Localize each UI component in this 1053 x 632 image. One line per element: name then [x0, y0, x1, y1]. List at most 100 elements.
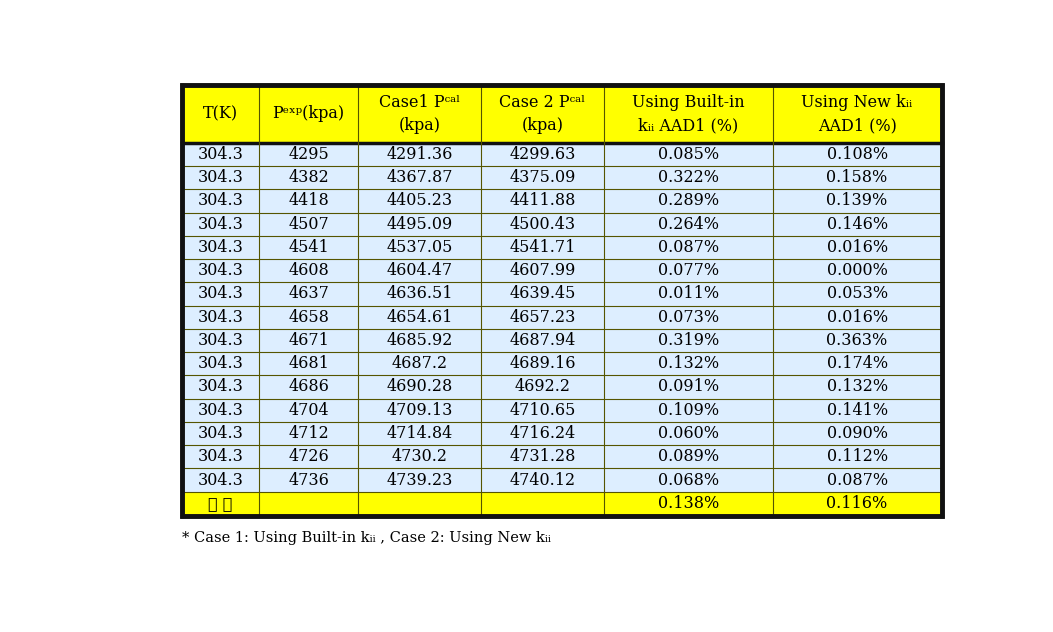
Text: 4654.61: 4654.61	[386, 309, 453, 325]
Text: 4537.05: 4537.05	[386, 239, 453, 256]
Bar	[182, 445, 941, 468]
Text: 0.085%: 0.085%	[658, 146, 719, 163]
Text: 304.3: 304.3	[197, 286, 243, 303]
Bar	[182, 375, 941, 399]
Text: 4375.09: 4375.09	[510, 169, 576, 186]
Text: 0.077%: 0.077%	[658, 262, 719, 279]
Text: Using Built-in
kᵢᵢ AAD1 (%): Using Built-in kᵢᵢ AAD1 (%)	[632, 94, 744, 134]
Text: 4636.51: 4636.51	[386, 286, 453, 303]
Text: 0.139%: 0.139%	[827, 193, 888, 209]
Text: * Case 1: Using Built-in kᵢᵢ , Case 2: Using New kᵢᵢ: * Case 1: Using Built-in kᵢᵢ , Case 2: U…	[182, 531, 551, 545]
Text: 4685.92: 4685.92	[386, 332, 453, 349]
Text: 4692.2: 4692.2	[515, 379, 571, 396]
Text: 0.000%: 0.000%	[827, 262, 888, 279]
Text: 4714.84: 4714.84	[386, 425, 453, 442]
Text: 4411.88: 4411.88	[510, 193, 576, 209]
Text: 0.016%: 0.016%	[827, 239, 888, 256]
Text: 4608: 4608	[289, 262, 329, 279]
Bar	[182, 190, 941, 212]
Text: 4687.2: 4687.2	[392, 355, 448, 372]
Bar	[182, 329, 941, 352]
Text: 0.322%: 0.322%	[658, 169, 719, 186]
Text: 0.090%: 0.090%	[827, 425, 888, 442]
Text: 4687.94: 4687.94	[510, 332, 576, 349]
Bar	[182, 352, 941, 375]
Bar	[182, 283, 941, 306]
Text: 0.011%: 0.011%	[658, 286, 719, 303]
Text: 0.174%: 0.174%	[827, 355, 888, 372]
Text: 304.3: 304.3	[197, 471, 243, 489]
Text: 4686: 4686	[289, 379, 329, 396]
Text: 평 균: 평 균	[208, 495, 233, 513]
Text: 4382: 4382	[289, 169, 329, 186]
Text: 304.3: 304.3	[197, 402, 243, 419]
Bar	[182, 85, 941, 516]
Text: 304.3: 304.3	[197, 146, 243, 163]
Text: 0.138%: 0.138%	[658, 495, 719, 513]
Text: 0.108%: 0.108%	[827, 146, 888, 163]
Text: 4658: 4658	[289, 309, 329, 325]
Text: 0.112%: 0.112%	[827, 448, 888, 465]
Text: 4710.65: 4710.65	[510, 402, 576, 419]
Text: 0.132%: 0.132%	[827, 379, 888, 396]
Text: 0.158%: 0.158%	[827, 169, 888, 186]
Text: 4607.99: 4607.99	[510, 262, 576, 279]
Text: 4500.43: 4500.43	[510, 216, 576, 233]
Bar	[182, 399, 941, 422]
Bar	[182, 259, 941, 283]
Text: 4495.09: 4495.09	[386, 216, 453, 233]
Text: 0.109%: 0.109%	[658, 402, 719, 419]
Text: 4604.47: 4604.47	[386, 262, 453, 279]
Text: 0.091%: 0.091%	[658, 379, 719, 396]
Text: 0.289%: 0.289%	[658, 193, 719, 209]
Text: 304.3: 304.3	[197, 332, 243, 349]
Text: 4716.24: 4716.24	[510, 425, 576, 442]
Text: 304.3: 304.3	[197, 309, 243, 325]
Bar	[182, 166, 941, 190]
Text: 0.016%: 0.016%	[827, 309, 888, 325]
Text: 0.068%: 0.068%	[658, 471, 719, 489]
Text: T(K): T(K)	[203, 106, 238, 123]
Text: 4299.63: 4299.63	[510, 146, 576, 163]
Text: 0.146%: 0.146%	[827, 216, 888, 233]
Text: 4740.12: 4740.12	[510, 471, 576, 489]
Text: Pᵉˣᵖ(kpa): Pᵉˣᵖ(kpa)	[273, 106, 344, 123]
Text: 4671: 4671	[289, 332, 329, 349]
Text: 4507: 4507	[289, 216, 329, 233]
Bar	[182, 212, 941, 236]
Text: Case 2 Pᶜᵃˡ
(kpa): Case 2 Pᶜᵃˡ (kpa)	[499, 94, 585, 134]
Text: 4541: 4541	[289, 239, 329, 256]
Text: 304.3: 304.3	[197, 169, 243, 186]
Text: 304.3: 304.3	[197, 193, 243, 209]
Text: 304.3: 304.3	[197, 216, 243, 233]
Text: 0.319%: 0.319%	[658, 332, 719, 349]
Text: Using New kᵢᵢ
AAD1 (%): Using New kᵢᵢ AAD1 (%)	[801, 94, 913, 134]
Text: 304.3: 304.3	[197, 239, 243, 256]
Bar	[182, 468, 941, 492]
Text: 4681: 4681	[289, 355, 329, 372]
Text: 4291.36: 4291.36	[386, 146, 453, 163]
Text: 4712: 4712	[289, 425, 329, 442]
Text: 4730.2: 4730.2	[392, 448, 448, 465]
Text: 0.089%: 0.089%	[658, 448, 719, 465]
Text: 4736: 4736	[289, 471, 329, 489]
Text: 0.087%: 0.087%	[658, 239, 719, 256]
Text: Case1 Pᶜᵃˡ
(kpa): Case1 Pᶜᵃˡ (kpa)	[379, 94, 460, 134]
Text: 0.053%: 0.053%	[827, 286, 888, 303]
Text: 4637: 4637	[289, 286, 329, 303]
Text: 4690.28: 4690.28	[386, 379, 453, 396]
Text: 4657.23: 4657.23	[510, 309, 576, 325]
Text: 0.141%: 0.141%	[827, 402, 888, 419]
Bar	[182, 492, 941, 516]
Bar	[182, 85, 941, 143]
Text: 0.264%: 0.264%	[658, 216, 719, 233]
Text: 304.3: 304.3	[197, 355, 243, 372]
Text: 4709.13: 4709.13	[386, 402, 453, 419]
Text: 0.073%: 0.073%	[658, 309, 719, 325]
Text: 4739.23: 4739.23	[386, 471, 453, 489]
Text: 0.060%: 0.060%	[658, 425, 719, 442]
Text: 0.116%: 0.116%	[827, 495, 888, 513]
Text: 4639.45: 4639.45	[510, 286, 576, 303]
Text: 304.3: 304.3	[197, 262, 243, 279]
Text: 304.3: 304.3	[197, 448, 243, 465]
